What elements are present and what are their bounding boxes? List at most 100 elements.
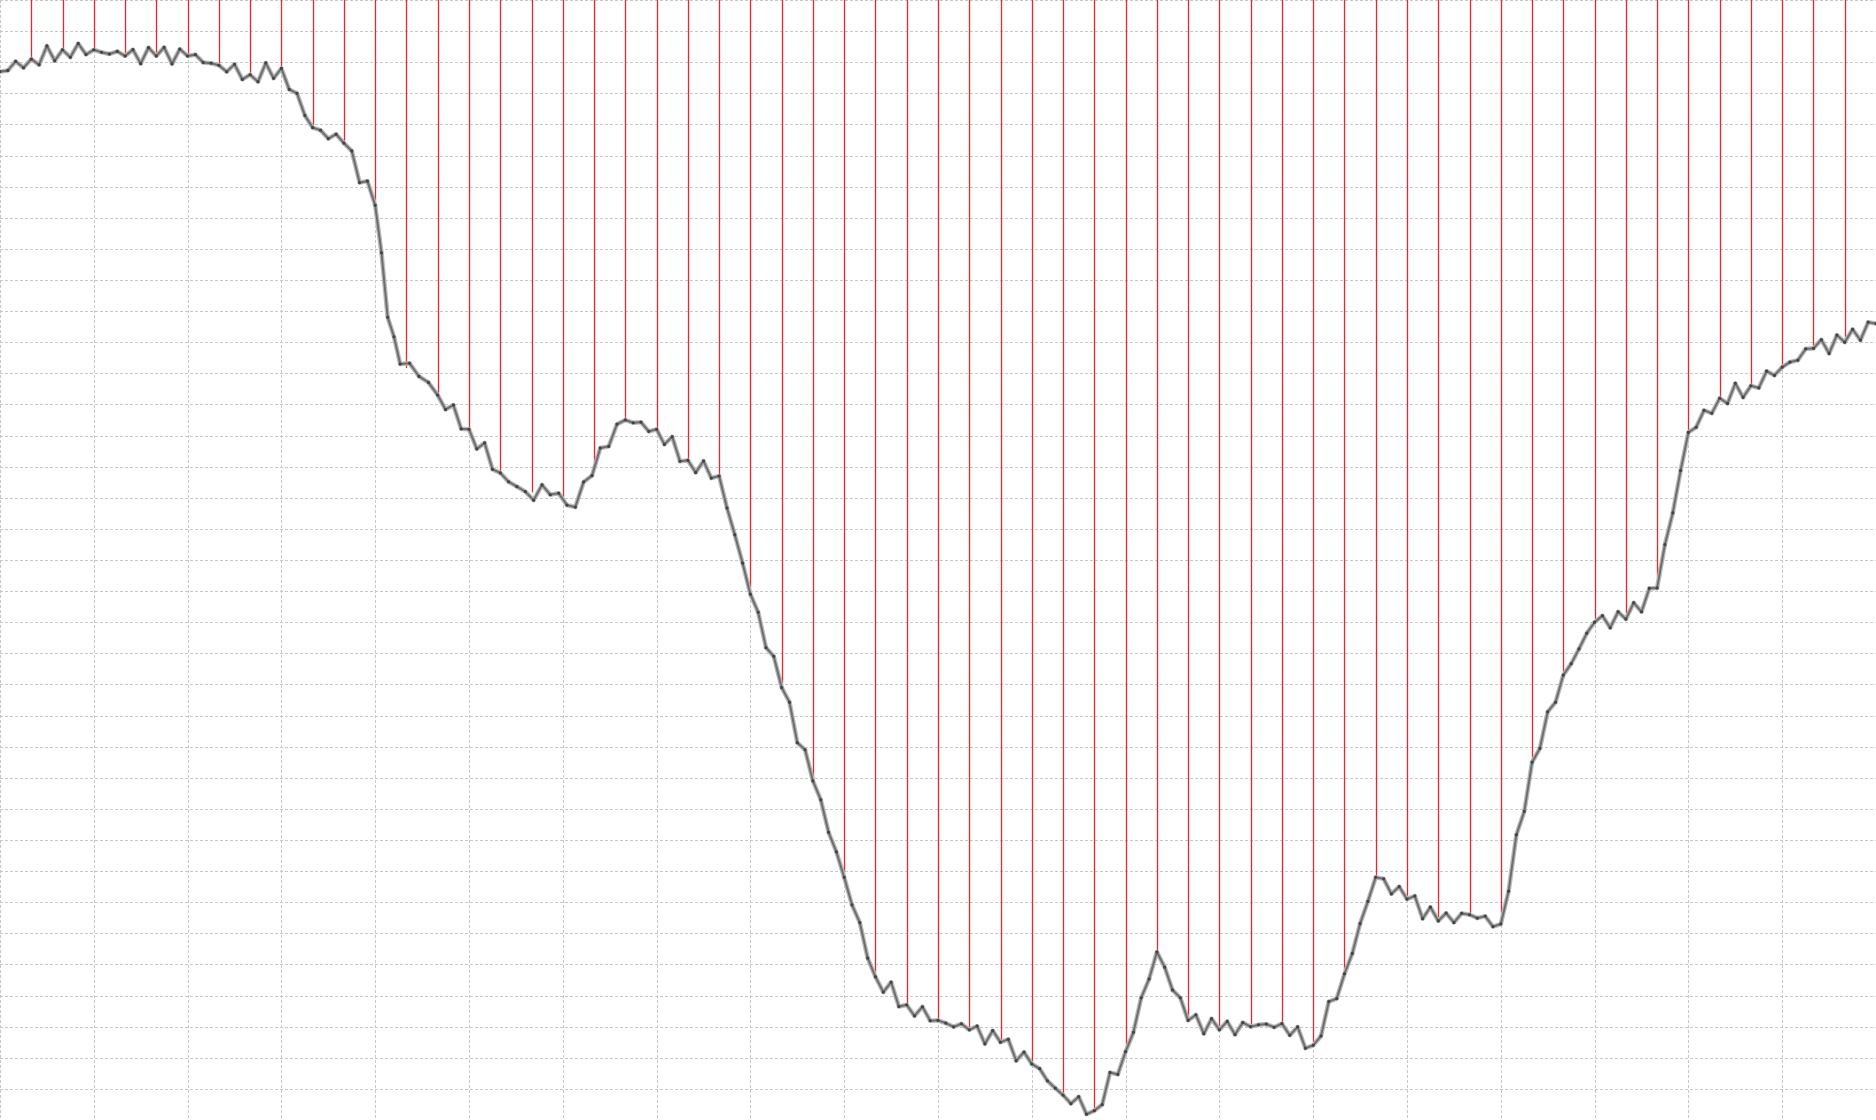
data-point	[881, 990, 885, 994]
data-point	[53, 59, 57, 63]
data-point	[1256, 1023, 1261, 1027]
data-point	[1765, 369, 1769, 373]
data-point	[1819, 338, 1823, 342]
data-point	[1084, 1112, 1089, 1116]
data-point	[889, 980, 893, 984]
data-point	[92, 48, 96, 52]
data-point	[1124, 1050, 1128, 1054]
data-point	[1772, 373, 1776, 377]
data-point	[1804, 347, 1808, 351]
data-point	[186, 54, 190, 58]
data-point	[1053, 1086, 1057, 1090]
data-point	[1288, 1033, 1292, 1037]
data-point	[748, 592, 753, 596]
data-point	[21, 66, 26, 70]
data-point	[1342, 972, 1347, 976]
data-point	[1733, 381, 1737, 385]
data-point	[1444, 911, 1448, 915]
data-point	[1374, 875, 1378, 879]
data-point	[358, 181, 362, 185]
data-point	[1843, 340, 1847, 344]
data-point	[162, 45, 166, 50]
data-point	[1319, 1034, 1323, 1038]
data-point	[647, 429, 651, 433]
data-point	[1671, 511, 1675, 515]
data-point	[1170, 988, 1175, 992]
data-point	[607, 444, 611, 448]
data-point	[1217, 1028, 1221, 1032]
data-point	[1405, 897, 1409, 901]
data-point	[1413, 894, 1417, 898]
data-point	[436, 393, 440, 397]
data-point	[1178, 996, 1182, 1000]
data-point	[819, 798, 823, 802]
data-point	[615, 422, 619, 426]
data-point	[365, 179, 369, 183]
data-point	[417, 374, 421, 378]
data-point	[14, 59, 18, 64]
data-point	[1757, 386, 1761, 390]
data-point	[1780, 365, 1784, 369]
data-point	[1311, 1043, 1315, 1047]
data-point	[1835, 333, 1839, 337]
data-point	[655, 427, 659, 431]
data-point	[631, 421, 635, 425]
data-point	[1530, 760, 1534, 764]
data-point	[662, 442, 667, 446]
data-point	[858, 921, 862, 925]
data-point	[326, 137, 330, 141]
data-point	[1460, 911, 1464, 916]
data-point	[1428, 905, 1432, 909]
data-point	[1077, 1095, 1081, 1099]
data-point	[1350, 951, 1354, 956]
data-point	[1467, 913, 1472, 917]
data-point	[123, 54, 127, 58]
data-point	[398, 362, 402, 366]
data-point	[1639, 610, 1644, 614]
data-point	[1647, 586, 1651, 591]
data-point	[334, 132, 338, 136]
data-point	[1710, 411, 1714, 415]
data-point	[1796, 358, 1800, 362]
data-point	[467, 427, 471, 431]
data-point	[1092, 1109, 1096, 1113]
data-point	[1553, 700, 1558, 704]
data-point	[386, 315, 390, 319]
data-point	[507, 480, 511, 484]
data-point	[1827, 351, 1831, 356]
data-point	[1866, 320, 1870, 324]
data-point	[115, 49, 119, 54]
data-point	[232, 62, 237, 66]
data-point	[178, 47, 182, 51]
data-point	[1811, 346, 1816, 350]
data-point	[1788, 360, 1792, 364]
data-point	[443, 407, 448, 412]
data-point	[1514, 833, 1518, 837]
series	[0, 41, 1876, 1117]
data-point	[1475, 916, 1479, 920]
data-point	[928, 1019, 932, 1023]
data-point	[1858, 338, 1862, 342]
data-point	[342, 141, 346, 145]
data-point	[1499, 922, 1503, 926]
data-point	[741, 561, 745, 565]
data-point	[1131, 1030, 1135, 1034]
data-point	[936, 1018, 940, 1023]
data-point	[1741, 395, 1745, 399]
data-point	[1397, 885, 1401, 889]
data-point	[1163, 965, 1167, 969]
data-point	[1452, 920, 1456, 925]
data-point	[944, 1021, 948, 1025]
data-point	[959, 1022, 964, 1026]
data-point	[459, 427, 463, 431]
data-point	[532, 498, 536, 502]
data-point	[975, 1024, 979, 1028]
data-point	[515, 485, 519, 489]
data-point	[76, 41, 80, 46]
data-point	[498, 471, 502, 475]
data-point	[1382, 877, 1386, 881]
data-point	[1147, 977, 1151, 981]
data-point	[983, 1042, 987, 1046]
data-point	[557, 491, 561, 495]
